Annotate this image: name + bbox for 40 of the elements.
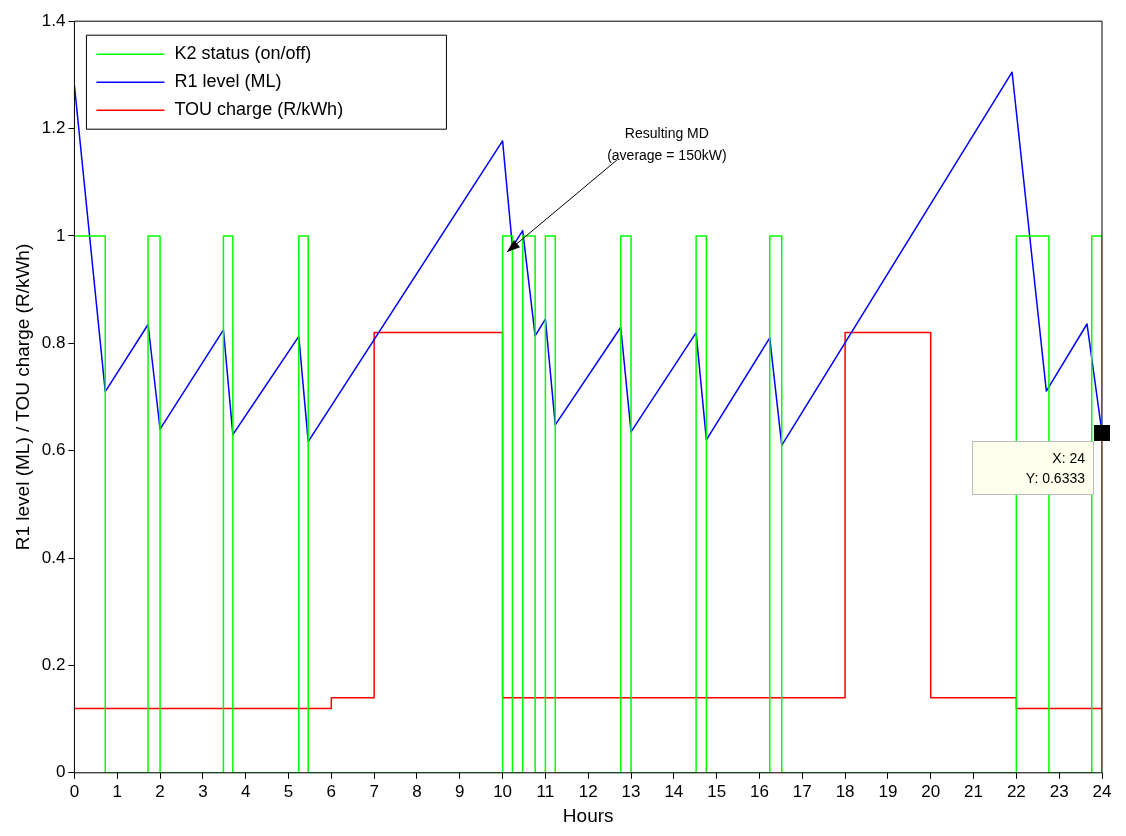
x-tick-label: 19 — [878, 781, 898, 801]
y-tick-label: 0.8 — [41, 333, 66, 352]
legend-label: K2 status (on/off) — [174, 43, 312, 64]
x-tick-label: 14 — [664, 781, 684, 801]
x-tick-label: 24 — [1092, 781, 1112, 801]
x-tick-label: 13 — [621, 781, 641, 801]
y-tick-label: 0 — [55, 762, 66, 782]
y-tick-label: 1.4 — [41, 10, 66, 30]
x-tick-label: 3 — [198, 781, 208, 801]
x-tick-label: 15 — [707, 781, 727, 801]
x-tick-label: 16 — [750, 781, 769, 801]
annotation: X: 24 Y: 0.6333 — [1024, 448, 1085, 488]
y-tick-label: 0.6 — [41, 440, 66, 460]
x-axis-title: Hours — [562, 804, 614, 826]
x-tick-label: 23 — [1049, 781, 1069, 801]
x-tick-label: 11 — [536, 781, 555, 801]
x-tick-label: 4 — [240, 781, 251, 801]
x-tick-label: 6 — [326, 781, 337, 801]
x-tick-label: 5 — [283, 781, 294, 801]
y-tick-label: 0.4 — [41, 547, 66, 567]
x-tick-label: 0 — [69, 781, 80, 801]
legend-label: TOU charge (R/kWh) — [174, 99, 344, 120]
x-tick-label: 20 — [921, 781, 941, 801]
x-tick-label: 17 — [792, 781, 812, 801]
y-tick-label: 1.2 — [41, 118, 66, 138]
x-tick-label: 10 — [493, 781, 513, 801]
legend-label: R1 level (ML) — [174, 71, 282, 92]
x-tick-label: 12 — [578, 781, 598, 801]
x-tick-label: 21 — [964, 781, 984, 801]
annotation: Resulting MD (average = 150kW) — [607, 124, 727, 163]
x-tick-label: 8 — [412, 781, 422, 801]
x-tick-label: 1 — [112, 781, 122, 801]
x-tick-label: 2 — [155, 781, 165, 801]
y-tick-label: 1 — [55, 225, 66, 245]
x-tick-label: 18 — [835, 781, 855, 801]
x-tick-label: 9 — [455, 781, 465, 801]
y-axis-title: R1 level (ML) / TOU charge (R/kWh) — [11, 243, 33, 551]
y-tick-label: 0.2 — [41, 655, 66, 675]
x-tick-label: 7 — [369, 781, 379, 801]
x-tick-label: 22 — [1006, 781, 1026, 801]
